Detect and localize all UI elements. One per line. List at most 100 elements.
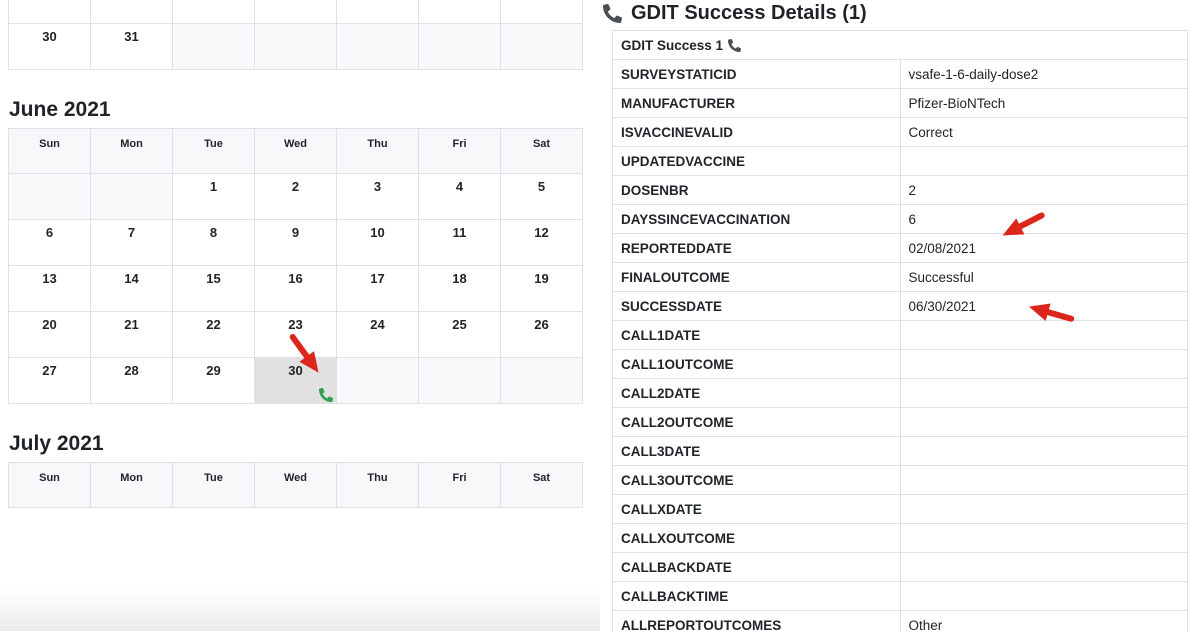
field-label: ISVACCINEVALID <box>612 117 901 147</box>
day-cell-june-13[interactable]: 13 <box>8 265 91 312</box>
day-number: 23 <box>288 317 303 332</box>
weekday-sat: Sat <box>500 462 583 508</box>
day-cell-june-12[interactable]: 12 <box>500 219 583 266</box>
day-number: 2 <box>291 179 300 194</box>
day-cell-june-16[interactable]: 16 <box>254 265 337 312</box>
day-cell-june-19[interactable]: 19 <box>500 265 583 312</box>
day-number: 17 <box>370 271 385 286</box>
field-value: Pfizer-BioNTech <box>899 88 1188 118</box>
day-cell-june-21[interactable]: 21 <box>90 311 173 358</box>
weekday-fri: Fri <box>418 128 501 174</box>
day-cell-may-31[interactable]: 31 <box>90 22 173 70</box>
field-value <box>899 436 1188 466</box>
day-cell-june-1[interactable]: 1 <box>172 173 255 220</box>
field-label: CALL2DATE <box>612 378 901 408</box>
day-number: 16 <box>288 271 303 286</box>
day-cell-june-27[interactable]: 27 <box>8 357 91 404</box>
day-number: 8 <box>209 225 218 240</box>
weekday-header-row: Sun Mon Tue Wed Thu Fri Sat <box>8 462 583 508</box>
day-cell-june-11[interactable]: 11 <box>418 219 501 266</box>
day-number: 21 <box>124 317 139 332</box>
day-number: 12 <box>534 225 549 240</box>
details-row-dayssincevaccination: DAYSSINCEVACCINATION 6 <box>612 204 1188 234</box>
field-label: CALLXDATE <box>612 494 901 524</box>
call-event-phone-icon[interactable] <box>319 388 333 402</box>
calendar-july-title: July 2021 <box>9 432 104 455</box>
details-row-successdate: SUCCESSDATE 06/30/2021 <box>612 291 1188 321</box>
field-value <box>899 407 1188 437</box>
day-cell-june-29[interactable]: 29 <box>172 357 255 404</box>
calendar-june-title: June 2021 <box>9 98 111 121</box>
details-group-cell: GDIT Success 1 <box>612 30 1188 60</box>
day-cell-june-24[interactable]: 24 <box>336 311 419 358</box>
outside-month-cell <box>418 357 501 404</box>
day-cell-june-25[interactable]: 25 <box>418 311 501 358</box>
day-number: 20 <box>42 317 57 332</box>
day-cell-may-30[interactable]: 30 <box>8 22 91 70</box>
day-number: 19 <box>534 271 549 286</box>
day-number: 26 <box>534 317 549 332</box>
day-number: 14 <box>124 271 139 286</box>
day-cell-june-30[interactable]: 30 <box>254 357 337 404</box>
field-label: MANUFACTURER <box>612 88 901 118</box>
weekday-thu: Thu <box>336 462 419 508</box>
details-row-isvaccinevalid: ISVACCINEVALID Correct <box>612 117 1188 147</box>
day-cell-june-10[interactable]: 10 <box>336 219 419 266</box>
field-value <box>899 465 1188 495</box>
details-row-updatedvaccine: UPDATEDVACCINE <box>612 146 1188 176</box>
day-cell-june-26[interactable]: 26 <box>500 311 583 358</box>
field-label: DOSENBR <box>612 175 901 205</box>
calendar-july: Sun Mon Tue Wed Thu Fri Sat <box>8 462 583 508</box>
field-label: CALL3OUTCOME <box>612 465 901 495</box>
day-cell-june-15[interactable]: 15 <box>172 265 255 312</box>
day-number: 7 <box>127 225 136 240</box>
details-row-surveystaticid: SURVEYSTATICID vsafe-1-6-daily-dose2 <box>612 59 1188 89</box>
day-cell-june-28[interactable]: 28 <box>90 357 173 404</box>
calendar-june-weekday-header: Sun Mon Tue Wed Thu Fri Sat <box>8 128 583 174</box>
day-cell <box>336 0 419 24</box>
day-cell-june-8[interactable]: 8 <box>172 219 255 266</box>
calendar-week-row: 1 2 3 4 5 <box>8 173 583 220</box>
calendar-july-weekday-header: Sun Mon Tue Wed Thu Fri Sat <box>8 462 583 508</box>
day-cell-june-2[interactable]: 2 <box>254 173 337 220</box>
details-row-call2outcome: CALL2OUTCOME <box>612 407 1188 437</box>
field-value: 2 <box>899 175 1188 205</box>
details-row-finaloutcome: FINALOUTCOME Successful <box>612 262 1188 292</box>
outside-month-cell <box>8 173 91 220</box>
day-number: 3 <box>373 179 382 194</box>
day-cell-june-17[interactable]: 17 <box>336 265 419 312</box>
day-cell-june-23[interactable]: 23 <box>254 311 337 358</box>
details-row-allreportoutcomes: ALLREPORTOUTCOMES Other <box>612 610 1188 631</box>
day-cell-june-18[interactable]: 18 <box>418 265 501 312</box>
day-cell <box>8 0 91 24</box>
field-label: DAYSSINCEVACCINATION <box>612 204 901 234</box>
weekday-thu: Thu <box>336 128 419 174</box>
day-cell-june-5[interactable]: 5 <box>500 173 583 220</box>
day-number: 30 <box>288 363 303 378</box>
field-value <box>899 581 1188 611</box>
field-label: CALLXOUTCOME <box>612 523 901 553</box>
day-cell <box>172 0 255 24</box>
day-number: 15 <box>206 271 221 286</box>
weekday-sun: Sun <box>8 462 91 508</box>
day-number: 5 <box>537 179 546 194</box>
day-cell-june-22[interactable]: 22 <box>172 311 255 358</box>
field-label: UPDATEDVACCINE <box>612 146 901 176</box>
day-cell-june-4[interactable]: 4 <box>418 173 501 220</box>
day-cell-june-6[interactable]: 6 <box>8 219 91 266</box>
field-label: ALLREPORTOUTCOMES <box>612 610 901 631</box>
day-cell-june-9[interactable]: 9 <box>254 219 337 266</box>
day-number: 27 <box>42 363 57 378</box>
field-label: REPORTEDDATE <box>612 233 901 263</box>
day-cell-june-7[interactable]: 7 <box>90 219 173 266</box>
outside-month-cell <box>336 22 419 70</box>
day-cell-june-20[interactable]: 20 <box>8 311 91 358</box>
day-number: 22 <box>206 317 221 332</box>
details-row-call1date: CALL1DATE <box>612 320 1188 350</box>
day-cell-june-3[interactable]: 3 <box>336 173 419 220</box>
field-value <box>899 146 1188 176</box>
field-value <box>899 523 1188 553</box>
day-cell-june-14[interactable]: 14 <box>90 265 173 312</box>
field-value: 02/08/2021 <box>899 233 1188 263</box>
